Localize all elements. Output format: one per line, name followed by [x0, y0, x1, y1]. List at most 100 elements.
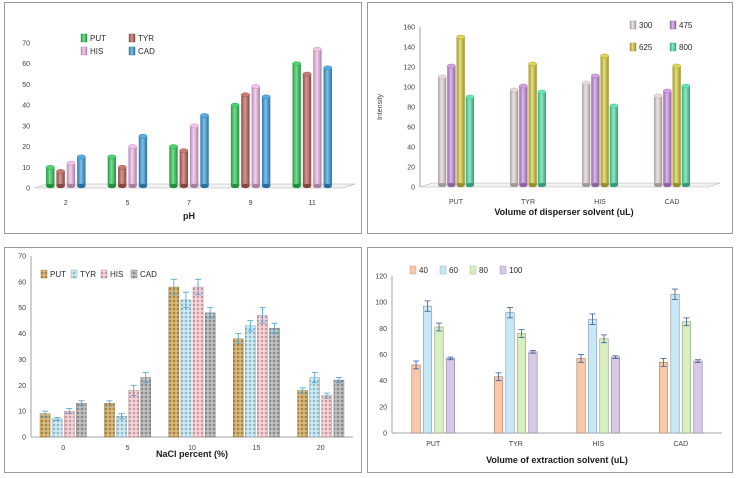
bar	[411, 364, 421, 434]
bar	[422, 305, 433, 434]
x-tick-label: HIS	[592, 441, 604, 448]
bar	[505, 312, 515, 434]
legend-label: 40	[419, 266, 428, 275]
bar-cap	[609, 103, 619, 109]
bar-base	[654, 182, 663, 188]
bar	[51, 418, 63, 438]
legend-label: HIS	[90, 47, 103, 56]
bar	[600, 56, 609, 185]
bar-cap	[76, 154, 86, 160]
legend-label: 80	[479, 266, 488, 275]
x-tick-label: TYR	[509, 441, 523, 448]
bar-cap	[302, 71, 312, 77]
bar	[663, 91, 672, 185]
legend-swatch	[629, 20, 637, 30]
legend-swatch	[499, 265, 507, 275]
legend-swatch	[629, 42, 637, 52]
bar	[582, 83, 591, 185]
bar	[658, 362, 669, 434]
bar-cap	[528, 61, 537, 67]
bar	[192, 286, 204, 438]
bar-cap	[241, 92, 250, 98]
x-tick-label: 5	[126, 445, 130, 452]
bar-base	[241, 183, 250, 189]
y-tick-label: 0	[22, 435, 26, 442]
bar	[241, 94, 250, 186]
legend-swatch	[669, 20, 677, 30]
bar-base	[200, 183, 209, 189]
legend-label: TYR	[80, 270, 96, 279]
x-tick-label: 9	[249, 200, 253, 207]
y-tick-label: 40	[22, 103, 30, 110]
legend-label: 300	[639, 21, 653, 30]
legend-label: 475	[679, 21, 693, 30]
bar-cap	[672, 63, 681, 69]
x-tick-label: 7	[187, 200, 191, 207]
y-tick-label: 100	[403, 85, 415, 92]
bar-base	[56, 183, 65, 189]
bar-base	[190, 183, 199, 189]
bar-cap	[128, 144, 137, 149]
bar	[610, 356, 621, 434]
legend-label: 800	[679, 43, 693, 52]
bar	[230, 105, 240, 186]
legend-label: TYR	[138, 34, 154, 43]
y-tick-label: 140	[403, 45, 415, 52]
x-axis-label: Volume of extraction solvent (uL)	[486, 455, 628, 465]
y-tick-label: 30	[22, 123, 30, 130]
bar-cap	[179, 148, 189, 154]
bar-base	[537, 182, 546, 188]
chart-ph-svg: 0 10 20 30 40 50 60 70 2 5 7 9 11 pH PUT TYR HIS CAD	[22, 33, 356, 221]
x-tick-label: 5	[125, 200, 129, 207]
bar	[251, 86, 260, 186]
bar	[323, 67, 332, 186]
legend-swatch	[100, 269, 108, 279]
bar	[116, 416, 127, 438]
bar	[537, 92, 546, 185]
bar-cap	[447, 63, 456, 69]
bar-base	[169, 183, 178, 189]
bar	[438, 77, 447, 185]
y-tick-label: 20	[379, 404, 387, 411]
x-axis-label: Volume of disperser solvent (uL)	[494, 207, 633, 217]
legend-label: PUT	[50, 270, 66, 279]
bar-cap	[56, 169, 66, 174]
y-tick-label: 40	[407, 145, 415, 152]
bar	[510, 90, 519, 185]
x-tick-label: CAD	[665, 199, 680, 206]
bar-cap	[107, 154, 117, 160]
bar	[445, 358, 455, 434]
bar	[321, 395, 333, 438]
y-tick-label: 60	[22, 61, 30, 68]
bar-cap	[45, 164, 55, 170]
bar-base	[591, 182, 600, 188]
bar	[693, 360, 703, 434]
x-tick-label: 0	[61, 445, 65, 452]
bar-base	[681, 182, 690, 188]
y-tick-label: 60	[379, 352, 387, 359]
bar	[76, 403, 87, 438]
y-axis-label: Intensity	[377, 93, 384, 120]
y-tick-label: 0	[26, 186, 30, 193]
bar-base	[609, 182, 618, 188]
bar-cap	[653, 93, 663, 99]
bar	[169, 146, 178, 186]
bar	[190, 125, 199, 186]
bar	[233, 338, 244, 438]
bar-base	[251, 183, 260, 189]
bar-cap	[465, 94, 475, 100]
y-tick-label: 20	[18, 383, 26, 390]
bar	[292, 63, 301, 186]
y-tick-label: 10	[22, 165, 30, 172]
bar-base	[107, 183, 117, 189]
legend-label: PUT	[90, 34, 106, 43]
x-tick-label: PUT	[449, 199, 464, 206]
x-axis-label: pH	[183, 211, 195, 221]
y-tick-label: 40	[18, 331, 26, 338]
y-tick-label: 10	[18, 409, 26, 416]
bar	[56, 171, 65, 186]
bar-cap	[591, 73, 600, 79]
legend-swatch	[439, 265, 447, 275]
bar	[672, 66, 681, 185]
legend-swatch	[40, 269, 48, 279]
